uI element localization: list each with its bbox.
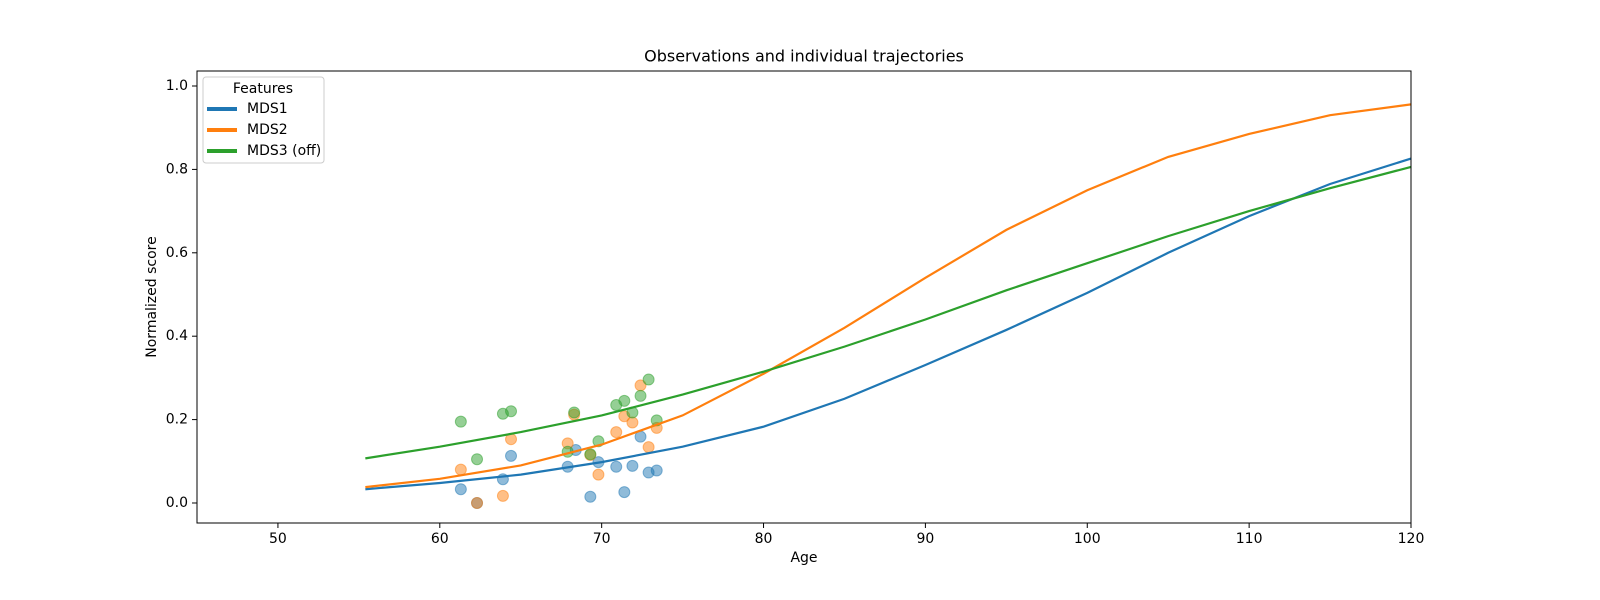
y-tick-label: 0.6: [166, 245, 188, 261]
observation-point: [618, 486, 631, 499]
y-tick-label: 0.4: [166, 328, 188, 344]
observation-point: [634, 389, 647, 402]
x-tick-label: 90: [916, 531, 934, 547]
y-tick-label: 1.0: [166, 78, 188, 94]
x-tick-label: 110: [1236, 531, 1263, 547]
observation-point: [454, 415, 467, 428]
x-tick-label: 70: [593, 531, 611, 547]
legend-label: MDS2: [247, 122, 288, 138]
x-tick-label: 50: [269, 531, 287, 547]
observation-point: [618, 394, 631, 407]
legend-box: [202, 76, 325, 164]
legend-title: Features: [233, 81, 293, 97]
observation-point: [642, 441, 655, 454]
legend-label: MDS3 (off): [247, 143, 321, 159]
observation-point: [626, 459, 639, 472]
observation-point: [505, 449, 518, 462]
x-tick-label: 120: [1398, 531, 1425, 547]
observation-point: [610, 460, 623, 473]
y-tick-label: 0.2: [166, 412, 188, 428]
y-axis-label: Normalized score: [144, 236, 160, 357]
trajectory-line: [365, 103, 1412, 489]
observation-point: [454, 463, 467, 476]
y-tick-label: 0.0: [166, 495, 188, 511]
x-tick-label: 60: [431, 531, 449, 547]
observation-point: [471, 496, 484, 509]
x-axis-label: Age: [790, 550, 817, 566]
observation-point: [592, 468, 605, 481]
observation-point: [584, 490, 597, 503]
observation-point: [642, 373, 655, 386]
observation-point: [568, 406, 581, 419]
y-tick-label: 0.8: [166, 161, 188, 177]
observation-point: [471, 453, 484, 466]
trajectory-line: [365, 165, 1412, 460]
x-tick-label: 100: [1074, 531, 1101, 547]
plot-frame: [196, 70, 1412, 524]
observation-point: [626, 416, 639, 429]
observation-point: [584, 448, 597, 461]
observation-point: [505, 405, 518, 418]
x-tick-label: 80: [755, 531, 773, 547]
observation-point: [610, 426, 623, 439]
observation-point: [454, 483, 467, 496]
observation-point: [496, 489, 509, 502]
chart-title: Observations and individual trajectories: [644, 47, 964, 66]
legend-label: MDS1: [247, 101, 288, 117]
observation-point: [650, 464, 663, 477]
trajectory-line: [365, 157, 1412, 491]
